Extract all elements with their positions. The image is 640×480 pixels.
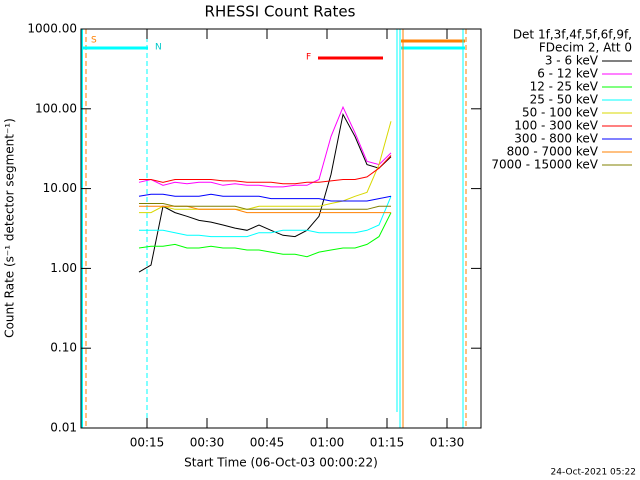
flags: S N F xyxy=(81,29,467,428)
plot-area xyxy=(138,105,392,273)
x-axis-label: Start Time (06-Oct-03 00:00:22) xyxy=(184,456,378,470)
legend-header: Det 1f,3f,4f,5f,6f,9f, xyxy=(513,28,632,42)
legend-label: 50 - 100 keV xyxy=(522,106,599,120)
y-tick-label: 1.00 xyxy=(50,261,77,275)
y-tick-label: 0.10 xyxy=(50,341,77,355)
annotation: S xyxy=(91,36,97,46)
series-line xyxy=(139,196,392,238)
legend-label: 3 - 6 keV xyxy=(545,54,599,68)
legend-label: 12 - 25 keV xyxy=(530,80,599,94)
x-tick-label: 01:00 xyxy=(310,436,345,450)
x-tick-label: 01:15 xyxy=(370,436,405,450)
series-line xyxy=(138,212,392,258)
plot-frame xyxy=(80,28,482,429)
legend-header: FDecim 2, Att 0 xyxy=(539,41,632,55)
y-axis-label: Count Rate (s⁻¹ detector segment⁻¹) xyxy=(3,118,17,338)
legend-label: 300 - 800 keV xyxy=(514,132,598,146)
y-tick-label: 10.00 xyxy=(43,181,77,195)
legend-label: 100 - 300 keV xyxy=(514,119,598,133)
chart-title: RHESSI Count Rates xyxy=(205,3,356,21)
x-tick-label: 00:15 xyxy=(130,436,165,450)
series-line xyxy=(139,121,392,214)
y-tick-label: 1000.00 xyxy=(27,22,77,36)
y-tick-label: 100.00 xyxy=(35,101,77,115)
series-line xyxy=(138,193,392,202)
x-tick-label: 00:45 xyxy=(250,436,285,450)
y-tick-label: 0.01 xyxy=(50,421,77,435)
series-line xyxy=(139,155,392,185)
x-tick-label: 01:30 xyxy=(430,436,465,450)
series-line xyxy=(139,203,391,210)
legend-label: 25 - 50 keV xyxy=(530,93,599,107)
legend-label: 6 - 12 keV xyxy=(537,67,599,81)
series-line xyxy=(138,105,392,188)
legend-label: 800 - 7000 keV xyxy=(507,145,599,159)
annotation: N xyxy=(155,43,162,53)
footer-date: 24-Oct-2021 05:22 xyxy=(551,468,636,478)
annotation: F xyxy=(306,53,311,63)
x-tick-label: 00:30 xyxy=(190,436,225,450)
series-line xyxy=(138,112,392,273)
legend-label: 7000 - 15000 keV xyxy=(491,158,598,172)
